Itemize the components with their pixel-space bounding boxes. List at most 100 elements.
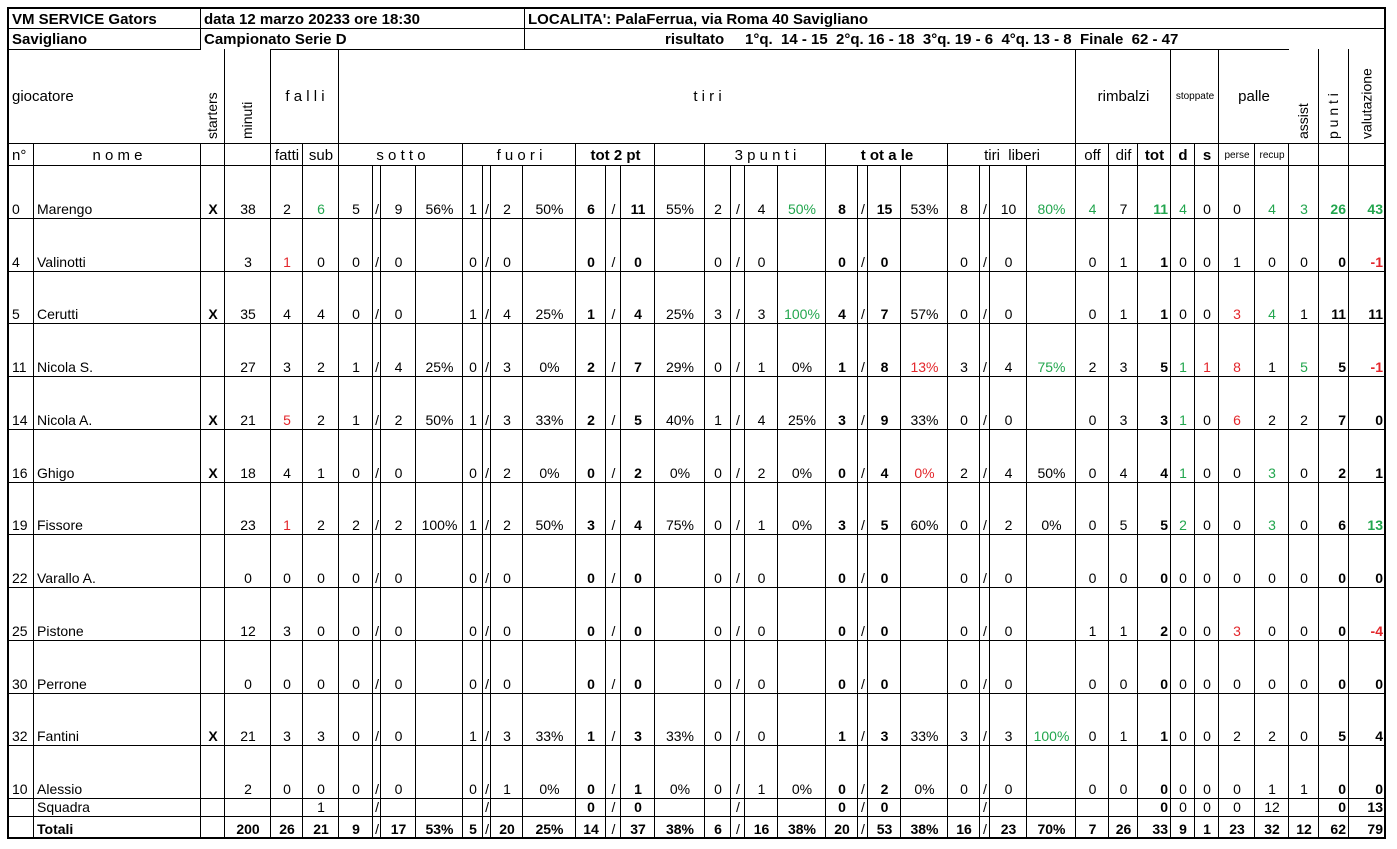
stat-value: 32 xyxy=(1254,816,1289,839)
stat-value: 100% xyxy=(415,482,463,535)
sub-header: 3 p u n t i xyxy=(704,143,826,166)
stat-value: 0 xyxy=(1318,745,1349,799)
separator: / xyxy=(979,745,990,799)
separator: / xyxy=(605,429,621,483)
stat-value: 3 xyxy=(1218,271,1255,324)
stat-value: 0 xyxy=(989,534,1027,588)
stat-value: 26 xyxy=(270,816,303,839)
group-header: palle xyxy=(1218,49,1289,144)
stat-value: 25% xyxy=(777,376,826,430)
stat-value: 3 xyxy=(1108,376,1138,430)
stat-value: 2 xyxy=(989,482,1027,535)
separator: / xyxy=(605,745,621,799)
stat-value xyxy=(900,218,948,272)
stat-value: X xyxy=(200,693,225,746)
stat-value: 70% xyxy=(1026,816,1076,839)
stat-value: 11 xyxy=(1137,165,1171,219)
stat-value: 1 xyxy=(1108,218,1138,272)
stat-value: 0 xyxy=(620,534,655,588)
stat-value: 7 xyxy=(867,271,901,324)
stat-value: 0 xyxy=(1075,693,1109,746)
separator: / xyxy=(372,165,381,219)
group-header: rimbalzi xyxy=(1075,49,1171,144)
stat-value: 4 xyxy=(1075,165,1109,219)
stat-value: 0 xyxy=(825,798,858,817)
stat-value: 8 xyxy=(825,165,858,219)
stat-value: 20 xyxy=(490,816,523,839)
stat-value: 0 xyxy=(224,640,271,694)
stat-value xyxy=(1026,587,1076,641)
stat-value: 53% xyxy=(415,816,463,839)
stat-value: 0 xyxy=(1170,693,1195,746)
stat-value: 14 xyxy=(8,376,34,430)
separator: / xyxy=(372,482,381,535)
stat-value: 3 xyxy=(1137,376,1171,430)
stat-value: 3 xyxy=(744,271,778,324)
stat-value: X xyxy=(200,429,225,483)
stat-value: 0 xyxy=(575,218,606,272)
stat-value xyxy=(200,323,225,377)
stat-value: 4 xyxy=(490,271,523,324)
stat-value: 50% xyxy=(777,165,826,219)
stat-value xyxy=(415,798,463,817)
separator: / xyxy=(372,587,381,641)
stat-value: 0 xyxy=(825,429,858,483)
separator: / xyxy=(605,218,621,272)
sub-header: n o m e xyxy=(33,143,201,166)
league: Campionato Serie D xyxy=(200,28,525,50)
stat-value: 1 xyxy=(462,271,483,324)
stat-value: 25% xyxy=(654,271,705,324)
separator: / xyxy=(372,816,381,839)
stat-value: 75% xyxy=(654,482,705,535)
stat-value: 0 xyxy=(490,587,523,641)
stat-value: 0% xyxy=(777,745,826,799)
stat-value: 0 xyxy=(1254,587,1289,641)
stat-value: -1 xyxy=(1348,323,1386,377)
stat-value: 0 xyxy=(338,693,373,746)
stat-value: 0 xyxy=(1288,534,1319,588)
group-header: giocatore xyxy=(8,49,201,144)
stat-value: 5 xyxy=(1137,323,1171,377)
date: data 12 marzo 20233 ore 18:30 xyxy=(200,8,525,29)
stat-value: 0 xyxy=(380,640,416,694)
stat-value: 4 xyxy=(989,429,1027,483)
stat-value: 4 xyxy=(620,482,655,535)
separator: / xyxy=(857,323,868,377)
stat-value: 0 xyxy=(1194,745,1219,799)
stat-value: 2 xyxy=(1137,587,1171,641)
stat-value xyxy=(200,816,225,839)
stat-value: 0 xyxy=(302,534,339,588)
stat-value: 0 xyxy=(1075,271,1109,324)
stat-value: 0 xyxy=(1194,482,1219,535)
stat-value: 33% xyxy=(654,693,705,746)
stat-value: 2 xyxy=(224,745,271,799)
stat-value: 0 xyxy=(825,218,858,272)
separator: / xyxy=(372,798,381,817)
player-name: Cerutti xyxy=(33,271,201,324)
stat-value: 0 xyxy=(825,745,858,799)
stat-value: 2 xyxy=(1170,482,1195,535)
stat-value: 4 xyxy=(1254,271,1289,324)
stat-value: 0 xyxy=(1288,429,1319,483)
stat-value: 0 xyxy=(947,745,980,799)
stat-value: 0 xyxy=(1218,534,1255,588)
group-header: t i r i xyxy=(338,49,1076,144)
stat-value: 2 xyxy=(1254,376,1289,430)
group-header: p u n t i xyxy=(1318,49,1349,144)
stat-value: 23 xyxy=(1218,816,1255,839)
stat-value: 6 xyxy=(302,165,339,219)
separator: / xyxy=(605,816,621,839)
stat-value: 8 xyxy=(867,323,901,377)
stat-value: 0 xyxy=(1218,482,1255,535)
stat-value: 5 xyxy=(620,376,655,430)
separator: / xyxy=(605,376,621,430)
stat-value: 1 xyxy=(1170,376,1195,430)
stat-value: 0% xyxy=(777,429,826,483)
stat-value: 2 xyxy=(867,745,901,799)
stat-value: 0 xyxy=(1348,745,1386,799)
stat-value: 2 xyxy=(620,429,655,483)
stat-value: 0 xyxy=(1218,640,1255,694)
stat-value: 0 xyxy=(867,798,901,817)
stat-value: 0 xyxy=(1137,798,1171,817)
stat-value: 0 xyxy=(1075,640,1109,694)
